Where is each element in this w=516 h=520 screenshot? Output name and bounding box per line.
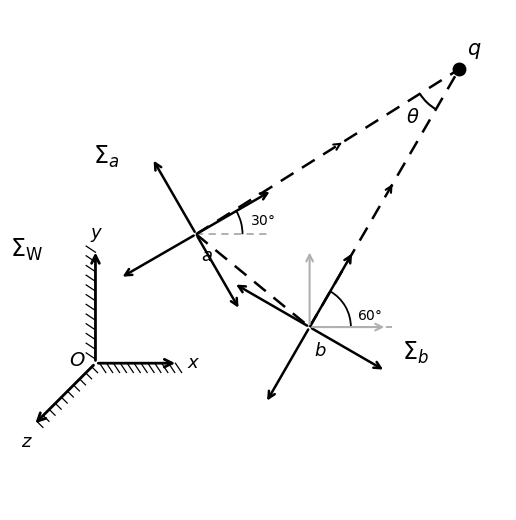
Text: y: y xyxy=(90,224,101,242)
Text: $\theta$: $\theta$ xyxy=(406,108,420,127)
Text: $O$: $O$ xyxy=(69,351,85,370)
Text: $60°$: $60°$ xyxy=(357,309,382,323)
Text: $\Sigma_b$: $\Sigma_b$ xyxy=(402,340,429,366)
Text: $\Sigma_\mathrm{W}$: $\Sigma_\mathrm{W}$ xyxy=(10,237,43,263)
Text: $q$: $q$ xyxy=(467,41,481,61)
Text: $30°$: $30°$ xyxy=(250,214,276,228)
Text: $b$: $b$ xyxy=(314,342,326,359)
Text: $\Sigma_a$: $\Sigma_a$ xyxy=(93,144,119,170)
Text: x: x xyxy=(187,354,198,372)
Text: z: z xyxy=(21,433,31,451)
Text: $a$: $a$ xyxy=(201,247,213,265)
